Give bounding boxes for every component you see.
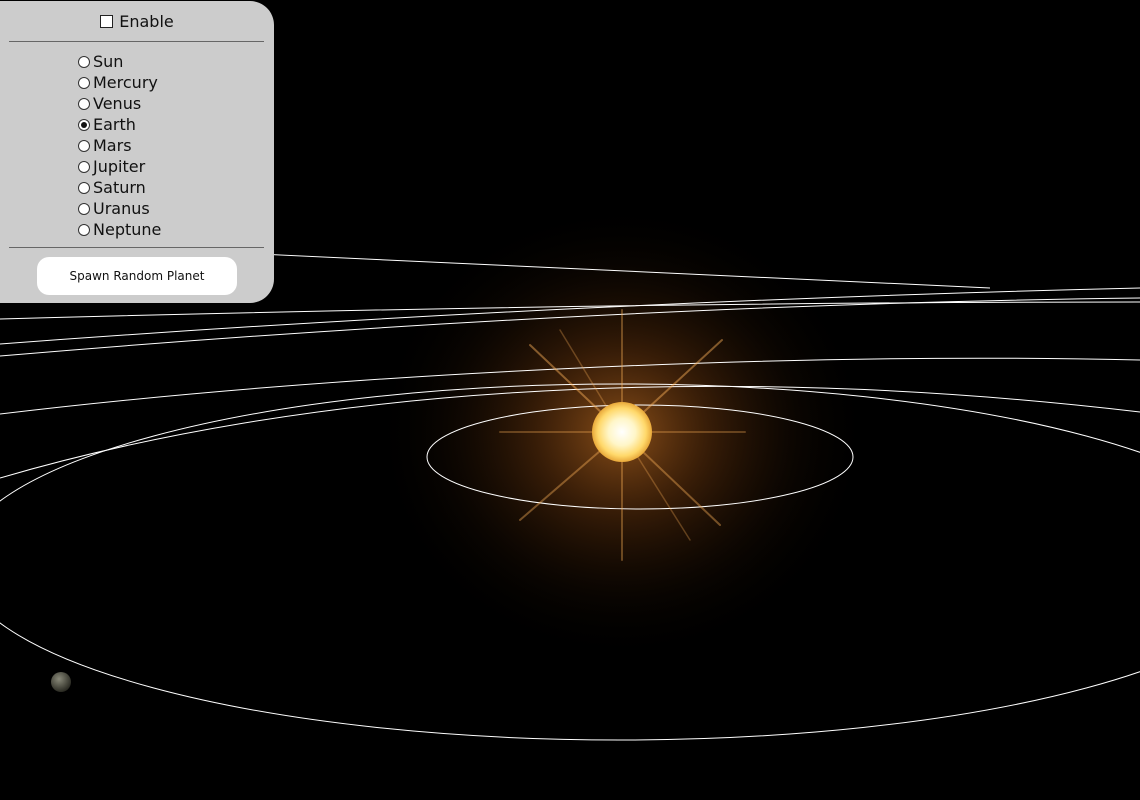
radio-label[interactable]: Jupiter xyxy=(93,157,146,176)
orbit-arc-1 xyxy=(0,385,1140,479)
enable-label[interactable]: Enable xyxy=(119,12,174,31)
radio-item-saturn[interactable]: Saturn xyxy=(78,177,161,198)
radio-button[interactable] xyxy=(78,98,90,110)
orbit-arc-3 xyxy=(0,297,1140,357)
radio-label[interactable]: Uranus xyxy=(93,199,150,218)
radio-label[interactable]: Venus xyxy=(93,94,142,113)
radio-button-selected[interactable] xyxy=(78,119,90,131)
divider-bottom xyxy=(9,247,264,248)
radio-button[interactable] xyxy=(78,161,90,173)
radio-item-venus[interactable]: Venus xyxy=(78,93,161,114)
radio-label[interactable]: Mercury xyxy=(93,73,158,92)
orbit-arc-4 xyxy=(0,287,1140,345)
orbit-arc-2 xyxy=(0,357,1140,415)
control-panel: Enable Sun Mercury Venus Earth Mars Jupi… xyxy=(0,1,274,303)
radio-button[interactable] xyxy=(78,203,90,215)
radio-item-earth[interactable]: Earth xyxy=(78,114,161,135)
radio-item-uranus[interactable]: Uranus xyxy=(78,198,161,219)
divider-top xyxy=(9,41,264,42)
radio-item-jupiter[interactable]: Jupiter xyxy=(78,156,161,177)
enable-row[interactable]: Enable xyxy=(0,12,274,32)
radio-item-mars[interactable]: Mars xyxy=(78,135,161,156)
radio-label[interactable]: Sun xyxy=(93,52,124,71)
radio-item-sun[interactable]: Sun xyxy=(78,51,161,72)
radio-button[interactable] xyxy=(78,77,90,89)
orbit-arc-5 xyxy=(0,301,1140,320)
radio-label[interactable]: Earth xyxy=(93,115,136,134)
sun-body[interactable] xyxy=(592,402,652,462)
orbit-inner xyxy=(426,404,854,510)
radio-item-mercury[interactable]: Mercury xyxy=(78,72,161,93)
radio-button[interactable] xyxy=(78,56,90,68)
radio-item-neptune[interactable]: Neptune xyxy=(78,219,161,240)
radio-label[interactable]: Mars xyxy=(93,136,132,155)
earth-planet[interactable] xyxy=(51,672,71,692)
radio-label[interactable]: Saturn xyxy=(93,178,146,197)
body-radio-list: Sun Mercury Venus Earth Mars Jupiter Sat… xyxy=(78,51,161,240)
orbit-large xyxy=(0,383,1140,741)
radio-label[interactable]: Neptune xyxy=(93,220,162,239)
radio-button[interactable] xyxy=(78,224,90,236)
radio-button[interactable] xyxy=(78,140,90,152)
radio-button[interactable] xyxy=(78,182,90,194)
enable-checkbox[interactable] xyxy=(100,15,114,28)
spawn-random-planet-button[interactable]: Spawn Random Planet xyxy=(37,257,237,295)
